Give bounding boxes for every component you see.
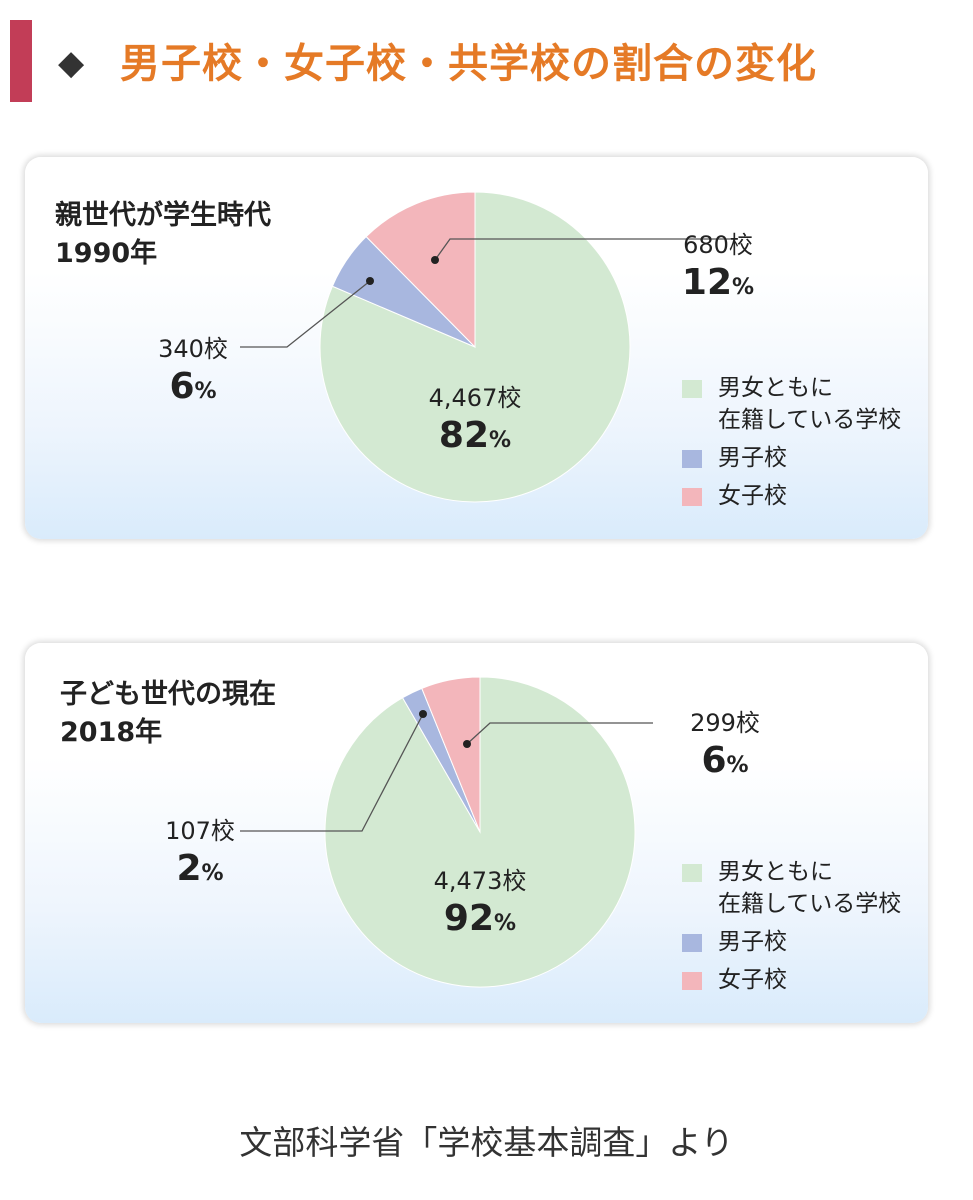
leader-line (434, 238, 730, 261)
data-label-boys: 107校 2% (140, 815, 260, 897)
pie-chart-1990 (240, 191, 730, 503)
pie-slice-girls (365, 191, 476, 349)
legend-item-coed: 男女ともに 在籍している学校 (682, 856, 901, 920)
count-label: 680校 (683, 231, 753, 259)
legend-label: 在籍している学校 (718, 891, 902, 917)
legend: 男女ともに 在籍している学校 男子校 女子校 (682, 856, 901, 1002)
legend-label: 男子校 (718, 445, 787, 471)
percent-value: 6 (701, 740, 727, 781)
chart-panel-2018: 子ども世代の現在 2018年 299校 6% 107校 2% 4,473校 92… (25, 643, 928, 1023)
legend-label: 在籍している学校 (718, 407, 902, 433)
chart-title-line: 1990年 (55, 238, 158, 269)
leader-dot (419, 710, 427, 718)
data-label-coed: 4,467校 82% (395, 382, 555, 464)
legend-label: 女子校 (718, 483, 787, 509)
legend: 男女ともに 在籍している学校 男子校 女子校 (682, 372, 901, 518)
legend-item-coed: 男女ともに 在籍している学校 (682, 372, 901, 436)
legend-item-boys: 男子校 (682, 926, 901, 958)
leader-line (466, 722, 653, 745)
data-label-boys: 340校 6% (133, 333, 253, 415)
count-label: 4,473校 (433, 867, 527, 895)
chart-title-line: 2018年 (60, 717, 163, 748)
percent-value: 6 (169, 366, 195, 407)
legend-item-girls: 女子校 (682, 964, 901, 996)
legend-swatch (682, 934, 702, 952)
pie-slice-coed (319, 191, 631, 503)
data-label-coed: 4,473校 92% (400, 865, 560, 947)
legend-item-boys: 男子校 (682, 442, 901, 474)
legend-swatch (682, 488, 702, 506)
leader-line (240, 280, 371, 348)
legend-swatch (682, 972, 702, 990)
legend-label: 男子校 (718, 929, 787, 955)
legend-swatch (682, 380, 702, 398)
legend-item-girls: 女子校 (682, 480, 901, 512)
diamond-icon: ◆ (58, 43, 85, 83)
legend-label: 女子校 (718, 967, 787, 993)
count-label: 299校 (690, 709, 760, 737)
percent-value: 12 (681, 262, 733, 303)
leader-dot (463, 740, 471, 748)
chart-title: 子ども世代の現在 2018年 (60, 676, 276, 752)
leader-dot (366, 277, 374, 285)
legend-swatch (682, 864, 702, 882)
page-title: 男子校・女子校・共学校の割合の変化 (120, 41, 817, 87)
leader-line (240, 713, 424, 832)
legend-label: 男女ともに (718, 375, 833, 401)
pie-slice-girls (421, 676, 481, 833)
count-label: 107校 (165, 817, 235, 845)
percent-value: 82 (438, 415, 490, 456)
percent-value: 92 (443, 898, 495, 939)
chart-title: 親世代が学生時代 1990年 (55, 197, 271, 273)
count-label: 340校 (158, 335, 228, 363)
title-accent-bar (10, 20, 32, 102)
chart-panel-1990: 親世代が学生時代 1990年 680校 12% 340校 6% 4,467校 8… (25, 157, 928, 539)
chart-title-line: 子ども世代の現在 (60, 679, 276, 710)
source-note: 文部科学省「学校基本調査」より (239, 1123, 734, 1162)
leader-dot (431, 256, 439, 264)
legend-swatch (682, 450, 702, 468)
count-label: 4,467校 (428, 384, 522, 412)
data-label-girls: 299校 6% (665, 707, 785, 789)
pie-chart-2018 (240, 676, 653, 988)
chart-title-line: 親世代が学生時代 (55, 200, 271, 231)
percent-value: 2 (176, 848, 202, 889)
legend-label: 男女ともに (718, 859, 833, 885)
data-label-girls: 680校 12% (643, 229, 793, 311)
